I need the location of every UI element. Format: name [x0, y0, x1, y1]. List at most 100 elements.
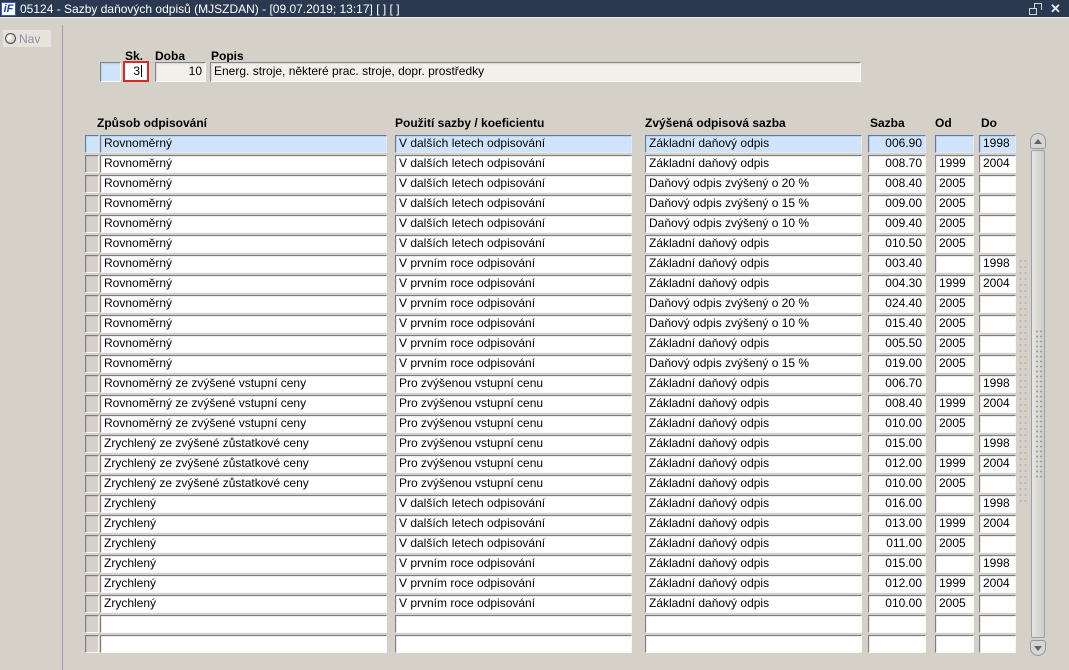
cell-zpusob[interactable]: Rovnoměrný: [100, 335, 387, 353]
cell-do[interactable]: [979, 335, 1016, 353]
cell-pouziti[interactable]: V dalších letech odpisování: [395, 175, 632, 193]
cell-zpusob[interactable]: Rovnoměrný: [100, 355, 387, 373]
cell-zvysena[interactable]: Základní daňový odpis: [645, 135, 862, 153]
cell-do[interactable]: 2004: [979, 275, 1016, 293]
row-selector[interactable]: [85, 435, 99, 453]
cell-pouziti[interactable]: V dalších letech odpisování: [395, 195, 632, 213]
cell-zpusob[interactable]: Zrychlený: [100, 555, 387, 573]
row-selector[interactable]: [85, 415, 99, 433]
cell-zpusob[interactable]: Rovnoměrný: [100, 255, 387, 273]
cell-zvysena[interactable]: Základní daňový odpis: [645, 275, 862, 293]
cell-zvysena[interactable]: Základní daňový odpis: [645, 375, 862, 393]
row-selector[interactable]: [85, 515, 99, 533]
close-icon[interactable]: ✕: [1050, 0, 1061, 16]
cell-do[interactable]: 1998: [979, 435, 1016, 453]
cell-zpusob[interactable]: Rovnoměrný: [100, 275, 387, 293]
cell-zpusob[interactable]: Rovnoměrný: [100, 195, 387, 213]
cell-zvysena[interactable]: Základní daňový odpis: [645, 515, 862, 533]
cell-sazba[interactable]: 019.00: [868, 355, 926, 373]
cell-sazba[interactable]: 010.00: [868, 475, 926, 493]
cell-sazba[interactable]: 010.00: [868, 415, 926, 433]
cell-zvysena[interactable]: Základní daňový odpis: [645, 535, 862, 553]
cell-zpusob[interactable]: Rovnoměrný: [100, 295, 387, 313]
cell-zvysena[interactable]: Základní daňový odpis: [645, 435, 862, 453]
cell-sazba[interactable]: 008.40: [868, 395, 926, 413]
cell-zvysena[interactable]: Daňový odpis zvýšený o 15 %: [645, 355, 862, 373]
cell-sazba[interactable]: 010.50: [868, 235, 926, 253]
cell-do[interactable]: 1998: [979, 375, 1016, 393]
cell-sazba[interactable]: [868, 615, 926, 633]
cell-zpusob[interactable]: Zrychlený: [100, 575, 387, 593]
row-selector[interactable]: [85, 475, 99, 493]
row-selector[interactable]: [85, 595, 99, 613]
cell-od[interactable]: [935, 635, 974, 653]
scroll-up-button[interactable]: [1030, 133, 1046, 149]
cell-zvysena[interactable]: Základní daňový odpis: [645, 235, 862, 253]
cell-od[interactable]: 2005: [935, 235, 974, 253]
cell-sazba[interactable]: 012.00: [868, 455, 926, 473]
cell-do[interactable]: [979, 355, 1016, 373]
cell-od[interactable]: [935, 615, 974, 633]
cell-pouziti[interactable]: V prvním roce odpisování: [395, 595, 632, 613]
cell-od[interactable]: 2005: [935, 315, 974, 333]
cell-do[interactable]: [979, 215, 1016, 233]
row-selector[interactable]: [85, 175, 99, 193]
cell-od[interactable]: 2005: [935, 215, 974, 233]
cell-pouziti[interactable]: V prvním roce odpisování: [395, 555, 632, 573]
row-selector[interactable]: [85, 535, 99, 553]
cell-do[interactable]: [979, 175, 1016, 193]
row-selector[interactable]: [85, 355, 99, 373]
cell-zvysena[interactable]: Základní daňový odpis: [645, 255, 862, 273]
cell-od[interactable]: 1999: [935, 395, 974, 413]
cell-od[interactable]: 1999: [935, 575, 974, 593]
cell-zpusob[interactable]: Rovnoměrný: [100, 215, 387, 233]
cell-do[interactable]: 1998: [979, 255, 1016, 273]
row-selector[interactable]: [85, 555, 99, 573]
cell-sazba[interactable]: 012.00: [868, 575, 926, 593]
scrollbar-thumb[interactable]: [1031, 150, 1045, 638]
cell-zvysena[interactable]: [645, 635, 862, 653]
cell-sazba[interactable]: 008.40: [868, 175, 926, 193]
row-selector[interactable]: [85, 315, 99, 333]
cell-pouziti[interactable]: V prvním roce odpisování: [395, 255, 632, 273]
cell-zpusob[interactable]: Zrychlený: [100, 495, 387, 513]
cell-zpusob[interactable]: Rovnoměrný: [100, 155, 387, 173]
cell-sazba[interactable]: 013.00: [868, 515, 926, 533]
cell-zpusob[interactable]: Rovnoměrný: [100, 135, 387, 153]
cell-do[interactable]: 2004: [979, 455, 1016, 473]
cell-sazba[interactable]: 011.00: [868, 535, 926, 553]
row-selector[interactable]: [85, 635, 99, 653]
cell-sazba[interactable]: 024.40: [868, 295, 926, 313]
row-selector[interactable]: [85, 375, 99, 393]
cell-pouziti[interactable]: Pro zvýšenou vstupní cenu: [395, 395, 632, 413]
cell-od[interactable]: [935, 495, 974, 513]
scroll-down-button[interactable]: [1030, 640, 1046, 656]
cell-zvysena[interactable]: Základní daňový odpis: [645, 395, 862, 413]
cell-do[interactable]: [979, 295, 1016, 313]
cell-od[interactable]: 2005: [935, 335, 974, 353]
cell-zpusob[interactable]: Zrychlený: [100, 595, 387, 613]
cell-pouziti[interactable]: [395, 615, 632, 633]
cell-zpusob[interactable]: Zrychlený ze zvýšené zůstatkové ceny: [100, 455, 387, 473]
cell-zvysena[interactable]: Daňový odpis zvýšený o 15 %: [645, 195, 862, 213]
cell-od[interactable]: [935, 135, 974, 153]
cell-zvysena[interactable]: Daňový odpis zvýšený o 20 %: [645, 295, 862, 313]
cell-pouziti[interactable]: V dalších letech odpisování: [395, 495, 632, 513]
cell-pouziti[interactable]: V dalších letech odpisování: [395, 215, 632, 233]
cell-zvysena[interactable]: Daňový odpis zvýšený o 10 %: [645, 215, 862, 233]
row-selector[interactable]: [85, 215, 99, 233]
row-selector[interactable]: [85, 235, 99, 253]
cell-zpusob[interactable]: [100, 615, 387, 633]
cell-pouziti[interactable]: Pro zvýšenou vstupní cenu: [395, 435, 632, 453]
cell-pouziti[interactable]: V dalších letech odpisování: [395, 155, 632, 173]
cell-pouziti[interactable]: V dalších letech odpisování: [395, 535, 632, 553]
cell-do[interactable]: 1998: [979, 495, 1016, 513]
cell-od[interactable]: 2005: [935, 595, 974, 613]
cell-do[interactable]: [979, 615, 1016, 633]
cell-sazba[interactable]: 015.40: [868, 315, 926, 333]
title-bar[interactable]: iF 05124 - Sazby daňových odpisů (MJSZDA…: [0, 0, 1069, 18]
row-selector[interactable]: [85, 255, 99, 273]
cell-pouziti[interactable]: Pro zvýšenou vstupní cenu: [395, 415, 632, 433]
restore-window-icon[interactable]: [1029, 2, 1042, 15]
cell-zvysena[interactable]: Základní daňový odpis: [645, 475, 862, 493]
